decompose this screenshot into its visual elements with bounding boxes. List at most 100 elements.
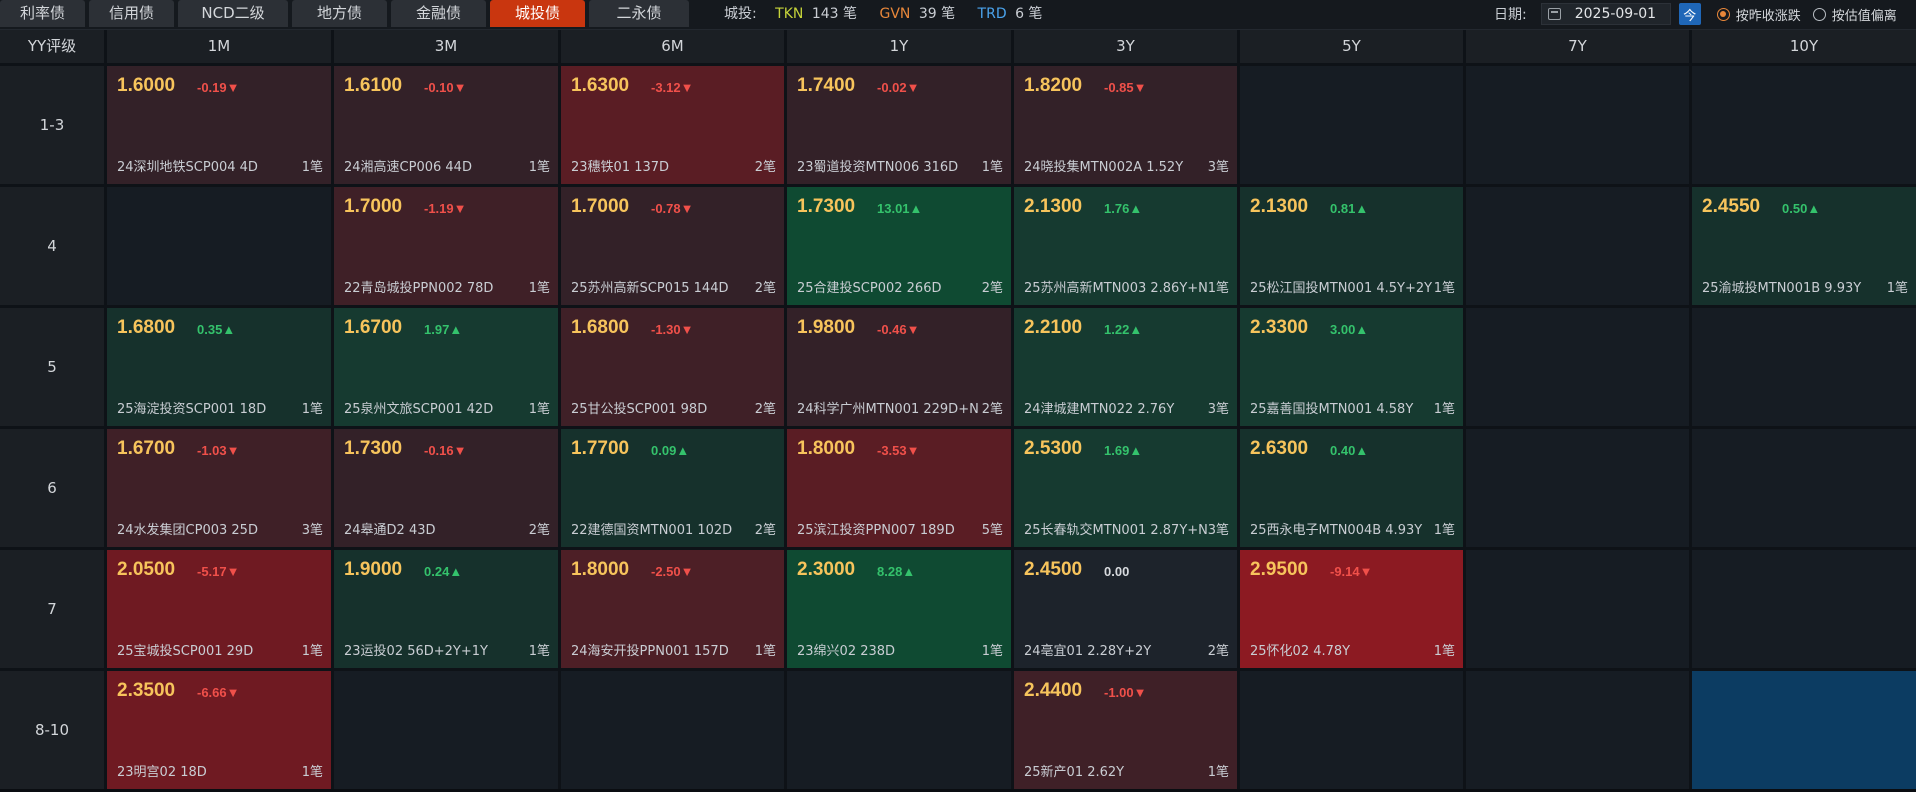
bond-name: 23蜀道投资MTN006 316D <box>797 160 959 175</box>
quote-cell[interactable]: 1.6100 -0.10▼ 24湘高速CP006 44D 1笔 <box>334 66 558 184</box>
arrow-down-icon: ▼ <box>680 201 694 216</box>
trade-count: 2笔 <box>754 402 776 417</box>
quote-cell[interactable]: 1.6800 0.35▲ 25海淀投资SCP001 18D 1笔 <box>107 308 331 426</box>
quote-cell[interactable]: 1.8000 -2.50▼ 24海安开投PPN001 157D 1笔 <box>561 550 784 668</box>
empty-cell[interactable] <box>1466 187 1689 305</box>
empty-cell[interactable] <box>1466 308 1689 426</box>
change-value: 0.40▲ <box>1330 443 1368 458</box>
change-bp: 1.97 <box>424 322 450 337</box>
rating-column-header: YY评级 <box>0 30 104 63</box>
tenor-header[interactable]: 1M <box>107 30 331 63</box>
date-picker[interactable]: 2025-09-01 <box>1540 3 1671 25</box>
quote-cell[interactable]: 2.4400 -1.00▼ 25新产01 2.62Y 1笔 <box>1014 671 1237 789</box>
empty-cell[interactable] <box>1692 66 1916 184</box>
radio-button-1[interactable] <box>1812 7 1826 21</box>
today-button[interactable]: 今 <box>1678 3 1701 25</box>
empty-cell[interactable] <box>1692 550 1916 668</box>
tenor-header[interactable]: 3Y <box>1014 30 1237 63</box>
tenor-header[interactable]: 1Y <box>787 30 1011 63</box>
empty-cell[interactable] <box>1466 671 1689 789</box>
quote-cell[interactable]: 2.6300 0.40▲ 25西永电子MTN004B 4.93Y 1笔 <box>1240 429 1463 547</box>
radio-label-0[interactable]: 按昨收涨跌 <box>1735 8 1801 24</box>
empty-cell[interactable] <box>1692 308 1916 426</box>
arrow-down-icon: ▼ <box>906 322 920 337</box>
rating-row-label: 4 <box>0 187 104 305</box>
trd-count: 6 笔 <box>1015 6 1043 22</box>
quote-cell[interactable]: 2.5300 1.69▲ 25长春轨交MTN001 2.87Y+N 3笔 <box>1014 429 1237 547</box>
tab-6[interactable]: 二永债 <box>589 0 689 27</box>
yield-value: 1.6000 <box>117 75 176 96</box>
quote-cell[interactable]: 2.1300 1.76▲ 25苏州高新MTN003 2.86Y+N 1笔 <box>1014 187 1237 305</box>
quote-cell[interactable]: 1.8000 -3.53▼ 25滨江投资PPN007 189D 5笔 <box>787 429 1011 547</box>
empty-cell[interactable] <box>787 671 1011 789</box>
empty-cell[interactable] <box>561 671 784 789</box>
tab-5[interactable]: 城投债 <box>490 0 585 27</box>
quote-cell[interactable]: 2.4500 0.00 24亳宜01 2.28Y+2Y 2笔 <box>1014 550 1237 668</box>
quote-cell[interactable]: 1.7300 -0.16▼ 24皋通D2 43D 2笔 <box>334 429 558 547</box>
yield-value: 1.6700 <box>344 317 403 338</box>
radio-label-1[interactable]: 按估值偏离 <box>1831 8 1897 24</box>
quote-cell[interactable]: 1.7300 13.01▲ 25合建投SCP002 266D 2笔 <box>787 187 1011 305</box>
quote-cell[interactable]: 1.6700 -1.03▼ 24水发集团CP003 25D 3笔 <box>107 429 331 547</box>
quote-cell[interactable]: 2.9500 -9.14▼ 25怀化02 4.78Y 1笔 <box>1240 550 1463 668</box>
quote-cell[interactable]: 2.4550 0.50▲ 25渝城投MTN001B 9.93Y 1笔 <box>1692 187 1916 305</box>
trade-count: 5笔 <box>981 523 1003 538</box>
quote-cell[interactable]: 1.7700 0.09▲ 22建德国资MTN001 102D 2笔 <box>561 429 784 547</box>
yield-value: 1.7300 <box>797 196 856 217</box>
change-bp: -1.00 <box>1104 685 1134 700</box>
quote-cell[interactable]: 1.9800 -0.46▼ 24科学广州MTN001 229D+N 2笔 <box>787 308 1011 426</box>
quote-cell[interactable]: 1.8200 -0.85▼ 24晓投集MTN002A 1.52Y 3笔 <box>1014 66 1237 184</box>
change-value: -0.10▼ <box>424 80 467 95</box>
quote-cell[interactable]: 2.0500 -5.17▼ 25宝城投SCP001 29D 1笔 <box>107 550 331 668</box>
empty-cell[interactable] <box>107 187 331 305</box>
tab-1[interactable]: 信用债 <box>89 0 174 27</box>
quote-cell[interactable]: 1.7400 -0.02▼ 23蜀道投资MTN006 316D 1笔 <box>787 66 1011 184</box>
quote-cell[interactable]: 1.6800 -1.30▼ 25甘公投SCP001 98D 2笔 <box>561 308 784 426</box>
date-label: 日期: <box>1494 7 1527 23</box>
bond-name: 24科学广州MTN001 229D+N <box>797 402 979 417</box>
quote-cell[interactable]: 2.3300 3.00▲ 25嘉善国投MTN001 4.58Y 1笔 <box>1240 308 1463 426</box>
bond-name: 24晓投集MTN002A 1.52Y <box>1024 160 1184 175</box>
quote-cell[interactable]: 2.3500 -6.66▼ 23明宫02 18D 1笔 <box>107 671 331 789</box>
arrow-down-icon: ▼ <box>453 201 467 216</box>
change-bp: 1.22 <box>1104 322 1130 337</box>
tenor-header[interactable]: 7Y <box>1466 30 1689 63</box>
quote-cell[interactable]: 1.7000 -1.19▼ 22青岛城投PPN002 78D 1笔 <box>334 187 558 305</box>
empty-cell[interactable] <box>334 671 558 789</box>
trade-count: 3笔 <box>301 523 323 538</box>
bond-name: 22建德国资MTN001 102D <box>571 523 733 538</box>
quote-cell[interactable]: 1.6000 -0.19▼ 24深圳地铁SCP004 4D 1笔 <box>107 66 331 184</box>
tab-2[interactable]: NCD二级 <box>178 0 288 27</box>
empty-cell[interactable] <box>1692 429 1916 547</box>
trade-count: 2笔 <box>754 281 776 296</box>
tenor-header-row: YY评级 1M 3M 6M 1Y 3Y 5Y 7Y 10Y <box>0 30 1916 63</box>
tab-3[interactable]: 地方债 <box>292 0 387 27</box>
tenor-header[interactable]: 10Y <box>1692 30 1916 63</box>
quote-cell[interactable]: 1.9000 0.24▲ 23运投02 56D+2Y+1Y 1笔 <box>334 550 558 668</box>
empty-cell[interactable] <box>1466 66 1689 184</box>
bottom-edge <box>0 789 1916 792</box>
quote-cell[interactable]: 1.6700 1.97▲ 25泉州文旅SCP001 42D 1笔 <box>334 308 558 426</box>
quote-cell[interactable]: 2.1300 0.81▲ 25松江国投MTN001 4.5Y+2Y 1笔 <box>1240 187 1463 305</box>
change-value: 0.50▲ <box>1782 201 1820 216</box>
quote-cell[interactable]: 1.7000 -0.78▼ 25苏州高新SCP015 144D 2笔 <box>561 187 784 305</box>
radio-button-0[interactable] <box>1716 7 1730 21</box>
tab-4[interactable]: 金融债 <box>391 0 486 27</box>
bond-name: 24皋通D2 43D <box>344 523 436 538</box>
quote-cell[interactable]: 2.2100 1.22▲ 24津城建MTN022 2.76Y 3笔 <box>1014 308 1237 426</box>
change-value: -0.85▼ <box>1104 80 1147 95</box>
empty-cell[interactable] <box>1240 671 1463 789</box>
change-value: 1.76▲ <box>1104 201 1142 216</box>
empty-cell[interactable] <box>1466 429 1689 547</box>
bond-name: 23穗铁01 137D <box>571 160 670 175</box>
selected-empty-cell[interactable] <box>1692 671 1916 789</box>
quote-cell[interactable]: 1.6300 -3.12▼ 23穗铁01 137D 2笔 <box>561 66 784 184</box>
tenor-header[interactable]: 6M <box>561 30 784 63</box>
quote-cell[interactable]: 2.3000 8.28▲ 23绵兴02 238D 1笔 <box>787 550 1011 668</box>
tab-0[interactable]: 利率债 <box>0 0 85 27</box>
empty-cell[interactable] <box>1240 66 1463 184</box>
tenor-header[interactable]: 5Y <box>1240 30 1463 63</box>
empty-cell[interactable] <box>1466 550 1689 668</box>
trade-count: 1笔 <box>528 281 550 296</box>
tenor-header[interactable]: 3M <box>334 30 558 63</box>
